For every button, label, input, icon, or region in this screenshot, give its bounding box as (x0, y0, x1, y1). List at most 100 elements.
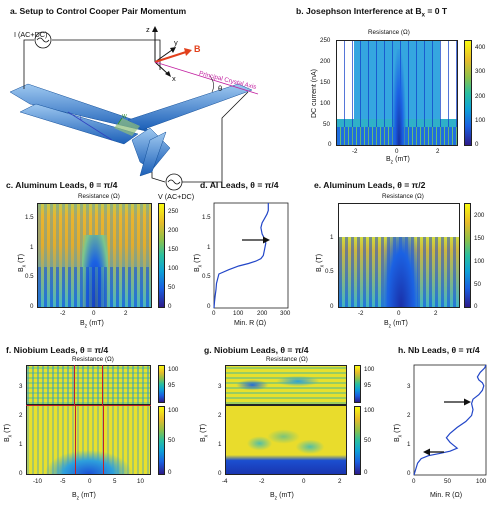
panel-e-ytick: 0.5 (325, 268, 334, 275)
lead-upper-left (9, 83, 151, 133)
panel-b-title-tail: = 0 T (424, 6, 448, 16)
panel-f-ctick-top: 100 (168, 366, 179, 373)
panel-b-center-lobe (392, 49, 407, 145)
panel-c-ytick: 1.5 (25, 214, 34, 221)
panel-f-xtick: 5 (113, 478, 117, 485)
axis-y-label: y (174, 38, 178, 47)
panel-e-ctick: 100 (474, 258, 485, 265)
axis-x-arrow (154, 61, 169, 75)
panel-c-low-band (38, 267, 151, 307)
panel-b-ytick: 0 (328, 141, 332, 148)
panel-f-ytick: 1 (19, 441, 23, 448)
panel-e-ylabel-text: B (316, 267, 323, 272)
panel-f-divider (26, 405, 151, 407)
panel-d-ylabel-tail: (T) (194, 253, 201, 265)
panel-g-ctick-bottom: 50 (364, 437, 371, 444)
panel-f-ytick: 3 (19, 383, 23, 390)
panel-e-ytick: 1 (330, 234, 334, 241)
panel-b-xlabel: Bz (mT) (386, 156, 410, 165)
ac-source-bottom (165, 173, 183, 191)
panel-g-map-title: Resistance (Ω) (266, 356, 308, 363)
panel-c-xtick: -2 (60, 310, 66, 317)
panel-g-xtick: -2 (259, 478, 265, 485)
panel-e-heatmap (338, 203, 460, 308)
panel-c-ytick: 0 (30, 303, 34, 310)
panel-c-xlabel-sub: z (84, 323, 88, 330)
panel-e-ylabel-sub: x (319, 264, 326, 268)
panel-c-title: c. Aluminum Leads, θ = π/4 (6, 180, 118, 190)
lead-lower-right (131, 127, 171, 171)
panel-g-ytick: 1 (218, 441, 222, 448)
junction-region (114, 118, 140, 136)
wire-top (23, 39, 34, 89)
panel-g-ytick: 0 (218, 470, 222, 477)
panel-c-ytick: 0.5 (25, 273, 34, 280)
panel-b-title-text: b. Josephson Interference at B (296, 6, 422, 16)
panel-f-heatmap-top (26, 365, 151, 405)
panel-e-xlabel-sub: z (388, 323, 392, 330)
panel-f-guide-left-top (74, 365, 76, 405)
panel-f-ytick: 0 (19, 470, 23, 477)
panel-d-title: d. Al Leads, θ = π/4 (200, 180, 279, 190)
panel-c-ctick: 100 (168, 265, 179, 272)
panel-b-heatmap (336, 40, 458, 146)
panel-e-ctick: 0 (474, 303, 478, 310)
panel-d-frame (213, 202, 289, 309)
panel-f-ylabel-text: B (4, 437, 11, 442)
panel-h-frame (413, 364, 487, 476)
panel-f-ylabel-tail: (T) (4, 423, 11, 435)
panel-f-ctick-bottom: 50 (168, 437, 175, 444)
panel-f-xlabel-sub: z (76, 495, 80, 502)
panel-g-ytick: 2 (218, 412, 222, 419)
panel-a-title: a. Setup to Control Cooper Pair Momentum (10, 6, 187, 16)
panel-g-ctick-top: 95 (364, 382, 371, 389)
panel-c-xlabel: Bz (mT) (80, 320, 104, 329)
panel-h-ylabel-tail: (T) (394, 423, 401, 435)
panel-b-colorbar (464, 40, 472, 146)
panel-c-xtick: 2 (124, 310, 128, 317)
panel-g-xlabel-text: B (270, 492, 275, 499)
panel-c-map-title: Resistance (Ω) (78, 193, 120, 200)
panel-h-ylabel-sub: x (397, 434, 404, 438)
panel-g-ylabel-text: B (200, 437, 207, 442)
source-top-label: I (AC+DC) (14, 30, 48, 39)
panel-g-colorbar-top (354, 365, 361, 403)
panel-e-ylabel-tail: (T) (316, 253, 323, 265)
panel-f-xtick: -5 (60, 478, 66, 485)
lead-bottom (139, 131, 167, 177)
axis-y-arrow (154, 49, 173, 63)
panel-b-xtick: -2 (352, 148, 358, 155)
panel-b-xlabel-sub: z (390, 159, 394, 166)
crystal-axis-label: Principal Crystal Axis (198, 70, 258, 92)
panel-g-xtick: 0 (302, 478, 306, 485)
panel-h-ytick: 1 (407, 441, 411, 448)
panel-e-ctick: 50 (474, 281, 481, 288)
panel-d-ylabel-text: B (194, 267, 201, 272)
axis-x-label: x (172, 74, 176, 83)
panel-d-ylabel-sub: x (197, 264, 204, 268)
panel-c-ctick: 250 (168, 208, 179, 215)
panel-d-ytick: 1.5 (202, 214, 211, 221)
panel-h-xtick: 0 (412, 478, 416, 485)
panel-b-ctick: 100 (475, 117, 486, 124)
panel-f-guide-right-top (102, 365, 104, 405)
panel-c-heatmap (37, 203, 152, 308)
panel-e-colorbar (464, 203, 471, 308)
panel-g-heatmap-bottom (225, 405, 347, 475)
panel-c-xlabel-tail: (mT) (87, 320, 104, 327)
panel-e-ytick: 0 (330, 303, 334, 310)
panel-b-ytick: 150 (320, 79, 331, 86)
panel-f-colorbar-bottom (158, 406, 165, 475)
panel-h-series-line (413, 364, 487, 476)
panel-b-ytick: 250 (320, 37, 331, 44)
panel-e-ylabel: Bx (T) (316, 254, 325, 272)
panel-h-ylabel: Bx (T) (394, 424, 403, 442)
wire-bottom (151, 172, 166, 183)
theta-label: θ (218, 84, 223, 93)
panel-f-colorbar-top (158, 365, 165, 403)
panel-g-xlabel-sub: z (274, 495, 278, 502)
lead-lower-left (19, 103, 139, 145)
panel-c-xlabel-text: B (80, 320, 85, 327)
panel-f-ctick-top: 95 (168, 382, 175, 389)
width-label: W (122, 114, 127, 120)
